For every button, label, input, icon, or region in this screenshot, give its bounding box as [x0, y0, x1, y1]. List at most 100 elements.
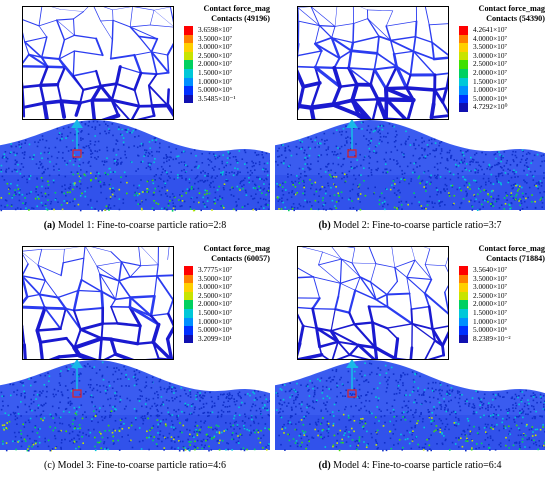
colorbar-swatch [459, 51, 468, 61]
colorbar-swatch [459, 86, 468, 95]
colorbar-label: 2.5000×10⁷ [198, 290, 233, 300]
colorbar-row: 3.0000×10⁷ [184, 283, 270, 292]
colorbar-swatch [184, 300, 193, 309]
colorbar-row: 1.5000×10⁷ [459, 307, 545, 318]
panel-caption: (c) Model 3: Fine-to-coarse particle rat… [0, 460, 270, 471]
colorbar-row: 3.5000×10⁷ [184, 33, 270, 44]
colorbar-label: 5.0000×10⁶ [473, 93, 508, 103]
colorbar-swatch [184, 68, 193, 78]
colorbar-row: 2.0000×10⁷ [459, 68, 545, 78]
colorbar-swatch [459, 317, 468, 327]
colorbar-label: 5.0000×10⁶ [198, 325, 233, 335]
colorbar-swatch [459, 308, 468, 318]
caption-prefix: (d) [318, 460, 331, 471]
colorbar-swatch [184, 77, 193, 87]
colorbar-row: 3.0000×10⁷ [184, 43, 270, 52]
colorbar-label: 3.5000×10⁷ [198, 273, 233, 283]
colorbar-swatch [184, 34, 193, 44]
colorbar-swatch [184, 94, 193, 104]
colorbar-swatch [184, 283, 193, 292]
colorbar-row: 2.0000×10⁷ [184, 60, 270, 69]
panel-a: Contact force_mag Contacts (49196) 3.659… [0, 0, 270, 235]
caption-prefix: (a) [43, 220, 56, 231]
colorbar-swatch [184, 26, 193, 35]
colorbar-row: 5.0000×10⁶ [459, 93, 545, 104]
colorbar-swatch [184, 308, 193, 318]
colorbar-swatch [184, 60, 193, 69]
colorbar-row: 1.5000×10⁷ [184, 307, 270, 318]
contacts-count: Contacts (71884) [486, 254, 545, 263]
panel-caption: (d) Model 4: Fine-to-coarse particle rat… [275, 460, 545, 471]
colorbar-row: 2.5000×10⁷ [459, 60, 545, 69]
colorbar-label: 2.5000×10⁷ [198, 50, 233, 60]
colorbar-swatch [184, 326, 193, 335]
legend: Contact force_mag Contacts (60057) 3.777… [178, 244, 270, 344]
force-chain-inset [297, 246, 449, 360]
colorbar-row: 3.7775×10⁷ [184, 265, 270, 275]
caption-text: Model 3: Fine-to-coarse particle ratio=4… [57, 460, 226, 471]
colorbar-swatch [459, 334, 468, 344]
colorbar-row: 3.6598×10⁷ [184, 25, 270, 35]
colorbar-label: 3.7775×10⁷ [198, 265, 233, 274]
caption-prefix: (b) [318, 220, 331, 231]
colorbar-swatch [184, 274, 193, 284]
colorbar-swatch [184, 86, 193, 95]
colorbar-row: 8.2389×10⁻² [459, 334, 545, 344]
colorbar-label: 2.0000×10⁷ [198, 299, 233, 309]
colorbar-label: 1.0000×10⁷ [198, 76, 233, 86]
colorbar-swatch [459, 60, 468, 69]
colorbar-row: 5.0000×10⁶ [184, 86, 270, 95]
colorbar-row: 1.0000×10⁷ [184, 76, 270, 87]
colorbar-row: 4.7292×10⁰ [459, 103, 545, 112]
colorbar-label: 1.0000×10⁷ [473, 85, 508, 95]
colorbar-row: 1.0000×10⁷ [459, 86, 545, 95]
colorbar-swatch [459, 266, 468, 275]
colorbar-row: 5.0000×10⁶ [459, 326, 545, 335]
colorbar-row: 4.0000×10⁷ [459, 34, 545, 44]
legend-title: Contact force_mag [478, 244, 545, 253]
colorbar-label: 2.0000×10⁷ [198, 59, 233, 69]
caption-text: Model 1: Fine-to-coarse particle ratio=2… [57, 220, 227, 231]
colorbar-row: 2.5000×10⁷ [184, 50, 270, 61]
colorbar-swatch [459, 26, 468, 35]
colorbar-swatch [184, 291, 193, 301]
caption-prefix: (c) [44, 460, 56, 471]
colorbar-swatch [459, 68, 468, 78]
panel-caption: (b) Model 2: Fine-to-coarse particle rat… [275, 220, 545, 231]
colorbar-label: 3.5000×10⁷ [473, 42, 508, 52]
legend: Contact force_mag Contacts (49196) 3.659… [178, 4, 270, 104]
colorbar-row: 1.5000×10⁷ [459, 76, 545, 87]
colorbar-label: 3.5000×10⁷ [198, 33, 233, 43]
colorbar-label: 1.5000×10⁷ [473, 307, 508, 317]
colorbar: 4.2641×10⁷ 4.0000×10⁷ 3.5000×10⁷ 3.0000×10⁷… [459, 25, 545, 112]
contacts-count: Contacts (49196) [211, 14, 270, 23]
colorbar-label: 2.5000×10⁷ [473, 290, 508, 300]
colorbar-swatch [459, 77, 468, 87]
legend-title: Contact force_mag [203, 244, 270, 253]
colorbar-row: 3.5000×10⁷ [184, 273, 270, 284]
colorbar-row: 3.5000×10⁷ [459, 273, 545, 284]
colorbar-swatch [184, 334, 193, 344]
colorbar-row: 2.0000×10⁷ [459, 300, 545, 309]
particle-pile-image [275, 119, 545, 212]
colorbar-swatch [459, 283, 468, 292]
colorbar-row: 2.5000×10⁷ [459, 290, 545, 301]
colorbar-label: 3.0000×10⁷ [198, 42, 233, 52]
colorbar-row: 1.5000×10⁷ [184, 67, 270, 78]
colorbar-label: 3.5000×10⁷ [473, 273, 508, 283]
colorbar-row: 3.5000×10⁷ [459, 43, 545, 52]
colorbar-row: 1.0000×10⁷ [459, 317, 545, 327]
colorbar-label: 1.5000×10⁷ [198, 67, 233, 77]
colorbar: 3.5640×10⁷ 3.5000×10⁷ 3.0000×10⁷ 2.5000×10⁷… [459, 265, 545, 344]
colorbar-label: 1.5000×10⁷ [473, 76, 508, 86]
colorbar-swatch [459, 43, 468, 52]
colorbar-swatch [459, 94, 468, 104]
panel-d: Contact force_mag Contacts (71884) 3.564… [275, 240, 545, 475]
colorbar-label: 1.5000×10⁷ [198, 307, 233, 317]
colorbar-label: 5.0000×10⁶ [473, 325, 508, 335]
colorbar-label: 3.0000×10⁷ [473, 282, 508, 292]
panel-caption: (a) Model 1: Fine-to-coarse particle rat… [0, 220, 270, 231]
colorbar-label: 3.0000×10⁷ [198, 282, 233, 292]
force-chain-inset [22, 6, 174, 120]
colorbar-swatch [459, 34, 468, 44]
